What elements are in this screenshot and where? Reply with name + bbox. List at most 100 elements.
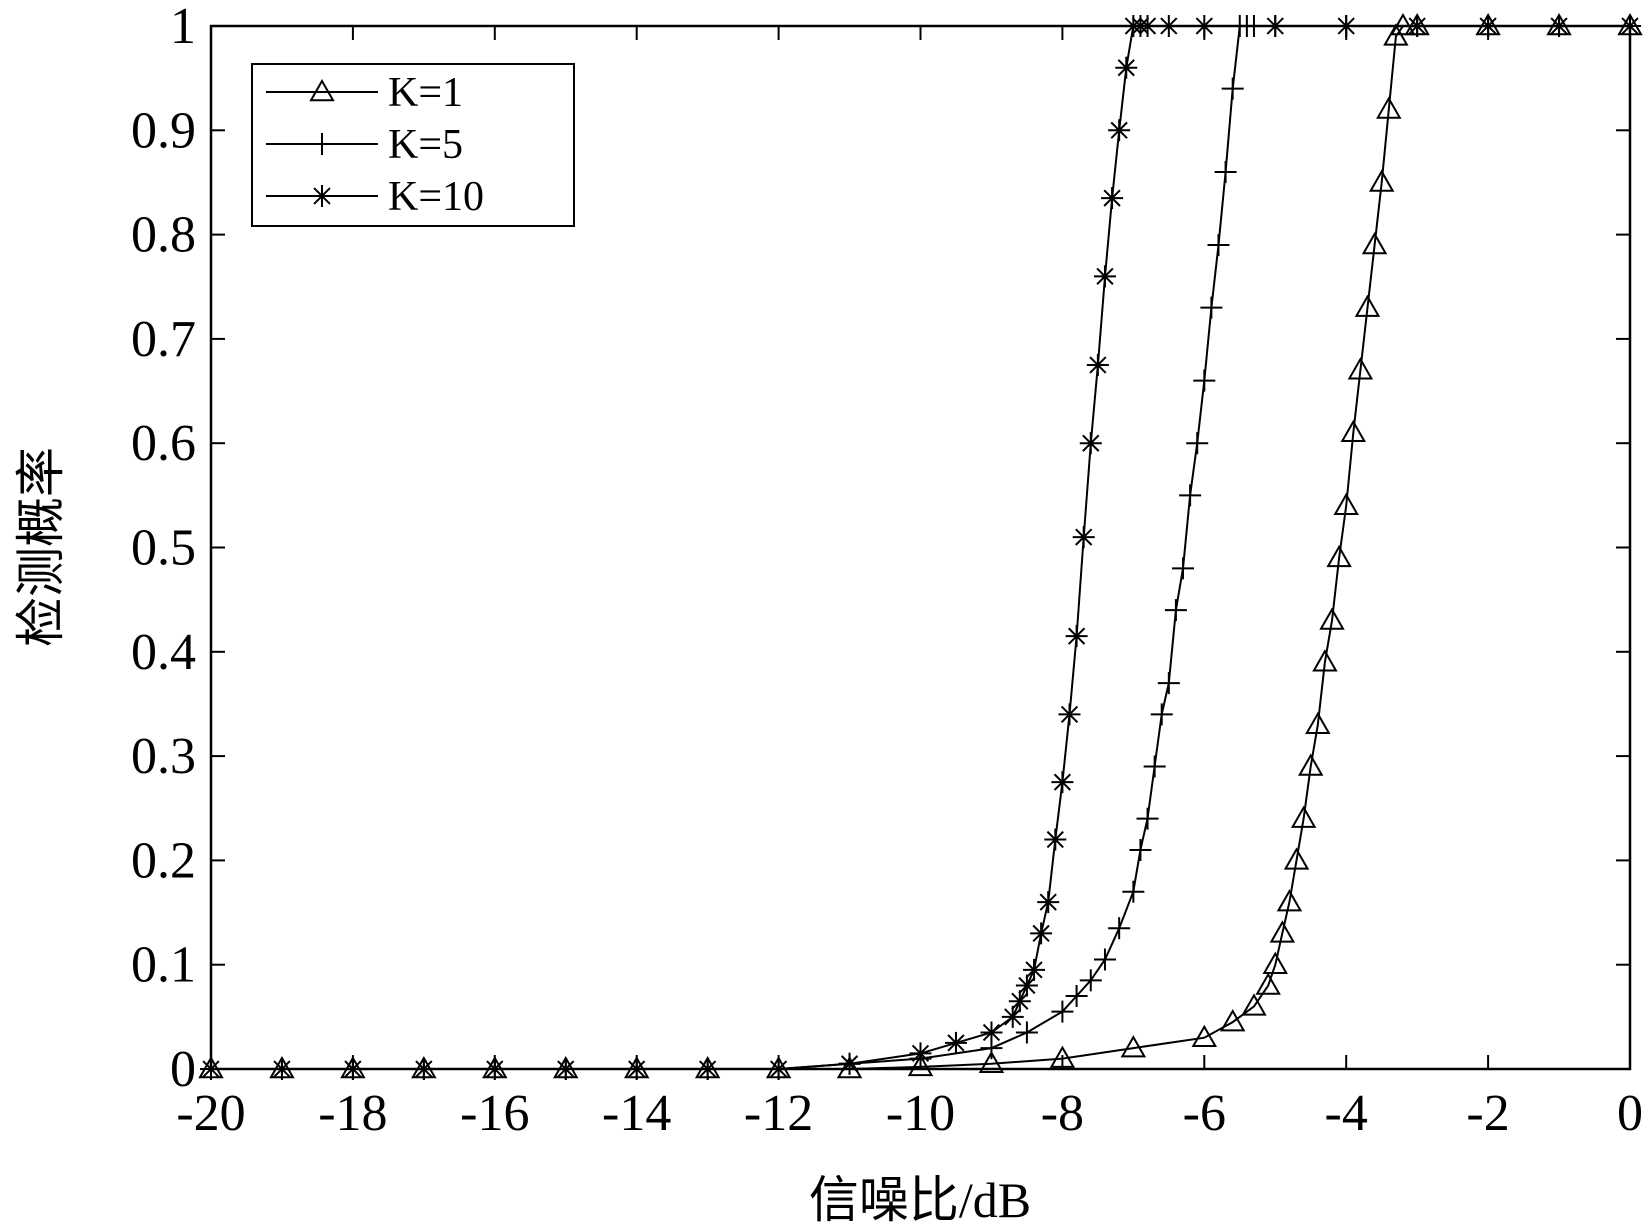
y-tick-label: 0.4 xyxy=(131,624,196,681)
data-point xyxy=(1347,357,1374,380)
data-point xyxy=(1193,369,1216,392)
data-point xyxy=(1122,880,1145,903)
data-point xyxy=(1051,1000,1074,1023)
data-point xyxy=(1241,993,1267,1016)
data-point xyxy=(1164,599,1187,622)
data-point xyxy=(1319,607,1345,630)
data-point xyxy=(1136,807,1159,830)
data-point xyxy=(1376,96,1402,119)
y-tick-label: 1 xyxy=(170,0,196,55)
data-point xyxy=(1172,557,1195,580)
x-tick-label: -6 xyxy=(1183,1085,1226,1142)
data-point xyxy=(1305,711,1331,735)
data-point xyxy=(1262,951,1288,974)
data-point xyxy=(1354,294,1381,317)
data-point xyxy=(1023,958,1046,981)
x-tick-label: -16 xyxy=(460,1085,529,1142)
data-point xyxy=(1037,891,1060,914)
x-axis-title: 信噪比/dB xyxy=(809,1172,1031,1227)
data-point xyxy=(1093,948,1116,971)
data-point xyxy=(836,1055,863,1079)
data-point xyxy=(1312,649,1338,672)
plot-frame xyxy=(209,24,1632,1071)
data-point xyxy=(1200,296,1223,319)
legend-item: K=1 xyxy=(266,70,463,116)
data-point xyxy=(1333,492,1359,516)
data-point xyxy=(1015,974,1038,997)
y-tick-label: 0 xyxy=(170,1041,196,1098)
x-tick-label: 0 xyxy=(1617,1085,1643,1142)
legend-marker xyxy=(309,78,335,102)
data-point xyxy=(1283,847,1310,870)
y-tick-label: 0.3 xyxy=(131,728,196,785)
data-point xyxy=(1298,753,1324,776)
data-point xyxy=(1086,353,1109,376)
y-tick-label: 0.2 xyxy=(131,832,196,889)
x-tick-labels: -20 -18 -16 -14 -12 -10 -8 -6 -4 -2 0 xyxy=(176,1085,1643,1142)
data-point xyxy=(978,1050,1005,1074)
data-point xyxy=(1108,119,1131,142)
data-point xyxy=(1093,265,1116,288)
data-point xyxy=(1120,1035,1147,1058)
y-tick-label: 0.7 xyxy=(131,311,196,368)
data-point xyxy=(944,1031,967,1054)
data-point xyxy=(1030,922,1053,945)
data-point xyxy=(1049,1045,1076,1068)
y-tick-label: 0.5 xyxy=(131,520,196,577)
data-point xyxy=(980,1021,1003,1044)
y-tick-label: 0.8 xyxy=(131,207,196,264)
data-point xyxy=(1157,672,1180,695)
y-tick-label: 0.1 xyxy=(131,937,196,994)
x-tick-label: -20 xyxy=(176,1085,245,1142)
data-point xyxy=(1115,56,1138,79)
data-point xyxy=(1065,984,1088,1007)
data-point xyxy=(1179,484,1202,507)
data-point xyxy=(1214,161,1237,184)
legend-item: K=5 xyxy=(266,122,463,168)
data-point xyxy=(1221,77,1244,100)
data-point xyxy=(1079,432,1102,455)
data-point xyxy=(1015,1021,1038,1044)
data-point xyxy=(1008,990,1031,1013)
data-point xyxy=(1051,771,1074,794)
legend: K=1 K=5 K=10 xyxy=(251,63,575,227)
data-point xyxy=(1269,920,1296,943)
x-tick-label: -4 xyxy=(1325,1085,1368,1142)
data-point xyxy=(1044,828,1067,851)
data-point xyxy=(1143,755,1166,778)
data-point xyxy=(1186,432,1209,455)
data-point xyxy=(1290,805,1317,828)
legend-marker xyxy=(311,185,333,207)
data-point xyxy=(1150,703,1173,726)
data-point xyxy=(1219,1009,1246,1032)
data-point xyxy=(838,1052,861,1075)
data-point xyxy=(909,1042,932,1065)
data-point xyxy=(1072,526,1095,549)
x-tick-label: -10 xyxy=(886,1085,955,1142)
data-point xyxy=(1276,889,1303,912)
x-tick-label: -2 xyxy=(1466,1085,1509,1142)
y-axis-title: 检测概率 xyxy=(13,447,69,647)
x-tick-label: -18 xyxy=(318,1085,387,1142)
legend-label: K=10 xyxy=(388,174,484,220)
x-tick-label: -8 xyxy=(1041,1085,1084,1142)
legend-label: K=1 xyxy=(388,70,463,116)
data-point xyxy=(1129,838,1152,861)
data-point xyxy=(1108,917,1131,940)
data-point xyxy=(1065,625,1088,648)
y-tick-label: 0.6 xyxy=(131,415,196,472)
data-point xyxy=(907,1053,934,1077)
y-tick-label: 0.9 xyxy=(131,102,196,159)
data-point xyxy=(1191,1024,1218,1047)
data-point xyxy=(1101,187,1124,210)
x-tick-label: -14 xyxy=(602,1085,671,1142)
data-point xyxy=(1255,972,1281,995)
data-point xyxy=(1326,544,1352,568)
data-point xyxy=(1079,969,1102,992)
data-point xyxy=(1361,232,1388,255)
y-tick-labels: 0 0.1 0.2 0.3 0.4 0.5 0.6 0.7 0.8 0.9 1 xyxy=(131,0,196,1098)
legend-marker xyxy=(311,133,333,155)
data-point xyxy=(1207,234,1230,257)
data-point xyxy=(1058,703,1081,726)
